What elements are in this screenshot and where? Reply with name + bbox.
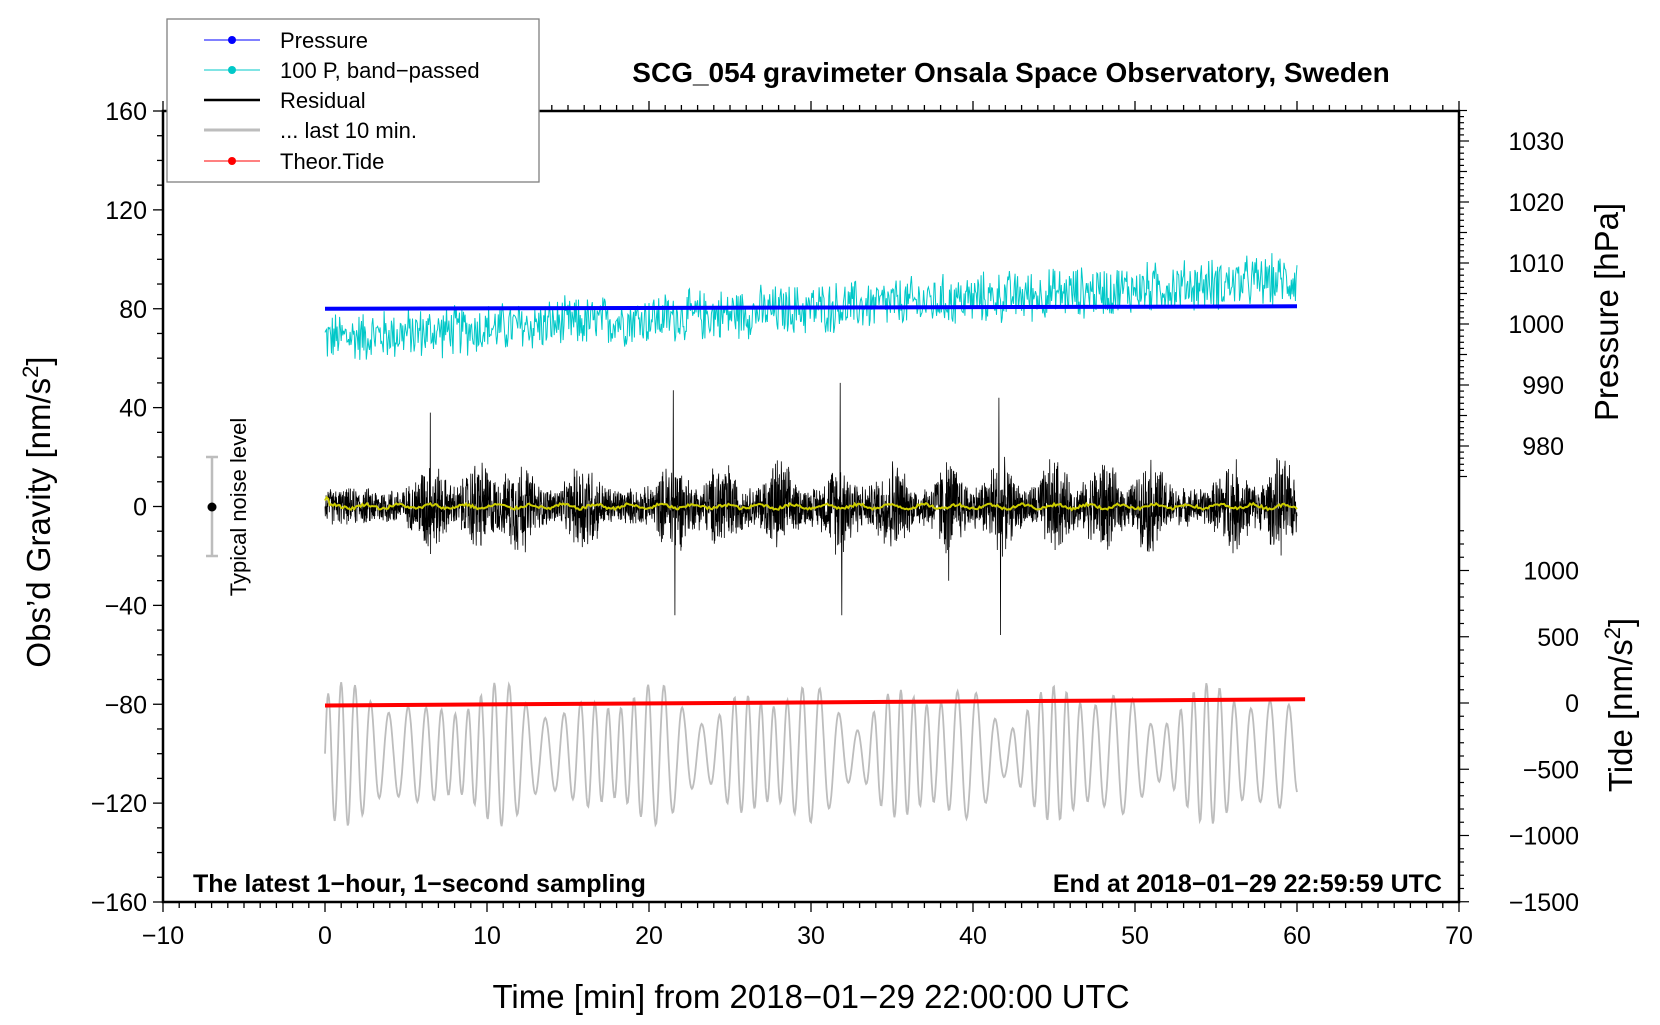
- series-layer: [324, 253, 1306, 828]
- y-tick-label: 160: [105, 98, 147, 126]
- tide-axis-label: Tide [nm/s2]: [1600, 618, 1639, 792]
- tide-tick-label: −1500: [1509, 889, 1579, 917]
- series-pressure: [324, 304, 1298, 311]
- legend-marker-bandpassed: [228, 66, 236, 74]
- y-axis-label-sup: 2: [18, 366, 43, 378]
- x-tick-label: 0: [318, 922, 332, 950]
- series-pressure-bandpassed: [324, 253, 1298, 360]
- x-tick-label: 70: [1445, 922, 1473, 950]
- pressure-tick-label: 990: [1522, 372, 1564, 400]
- chart-title: SCG_054 gravimeter Onsala Space Observat…: [632, 57, 1389, 88]
- series-residual-smoothed: [324, 495, 1298, 512]
- legend-label-last10: ... last 10 min.: [280, 118, 417, 143]
- legend-entry-tide: Theor.Tide: [204, 149, 384, 174]
- series-residual: [324, 382, 1298, 636]
- x-tick-label: 60: [1283, 922, 1311, 950]
- legend-entry-bandpassed: 100 P, band−passed: [204, 58, 480, 83]
- noise-dot: [207, 502, 217, 512]
- noise-level-indicator: Typical noise level: [206, 418, 251, 597]
- series-theoretical-tide: [324, 697, 1306, 708]
- x-tick-label: 50: [1121, 922, 1149, 950]
- legend-entry-pressure: Pressure: [204, 28, 368, 53]
- legend-entry-last10: ... last 10 min.: [204, 118, 417, 143]
- note-right: End at 2018−01−29 22:59:59 UTC: [1053, 870, 1442, 898]
- pressure-tick-label: 1020: [1508, 189, 1564, 217]
- y-axis-label: Obs’d Gravity [nm/s2]: [18, 356, 57, 667]
- tide-tick-label: 500: [1537, 624, 1579, 652]
- pressure-axis-label: Pressure [hPa]: [1588, 203, 1625, 421]
- note-left: The latest 1−hour, 1−second sampling: [193, 870, 646, 898]
- x-tick-label: −10: [142, 922, 184, 950]
- x-tick-label: 10: [473, 922, 501, 950]
- y-axis-label-end: ]: [20, 356, 57, 365]
- legend-label-residual: Residual: [280, 88, 366, 113]
- legend-label-pressure: Pressure: [280, 28, 368, 53]
- y-tick-label: −80: [105, 691, 147, 719]
- pressure-tick-label: 1030: [1508, 128, 1564, 156]
- x-axis-label: Time [min] from 2018−01−29 22:00:00 UTC: [492, 978, 1129, 1015]
- x-tick-label: 20: [635, 922, 663, 950]
- y-axis-label-main: Obs’d Gravity [nm/s: [20, 378, 57, 668]
- x-tick-label: 40: [959, 922, 987, 950]
- tide-axis-label-sup: 2: [1600, 627, 1625, 639]
- legend-marker-pressure: [228, 36, 236, 44]
- y-tick-label: 80: [119, 296, 147, 324]
- y-tick-label: −120: [91, 790, 147, 818]
- pressure-tick-label: 980: [1522, 433, 1564, 461]
- y-tick-label: 120: [105, 197, 147, 225]
- y-tick-label: −40: [105, 592, 147, 620]
- tide-tick-label: 0: [1565, 690, 1579, 718]
- legend-label-bandpassed: 100 P, band−passed: [280, 58, 480, 83]
- tide-tick-label: −1000: [1509, 823, 1579, 851]
- pressure-tick-label: 1010: [1508, 250, 1564, 278]
- tide-axis-label-end: ]: [1602, 618, 1639, 627]
- pressure-tick-label: 1000: [1508, 311, 1564, 339]
- legend-entry-residual: Residual: [204, 88, 366, 113]
- x-tick-label: 30: [797, 922, 825, 950]
- tide-tick-label: −500: [1523, 756, 1579, 784]
- series-last-10-min: [324, 681, 1298, 828]
- noise-label: Typical noise level: [226, 418, 251, 597]
- y-tick-label: 0: [133, 494, 147, 522]
- legend-label-tide: Theor.Tide: [280, 149, 384, 174]
- tide-axis-label-main: Tide [nm/s: [1602, 639, 1639, 792]
- y-tick-label: 40: [119, 395, 147, 423]
- y-tick-label: −160: [91, 889, 147, 917]
- legend-marker-tide: [228, 157, 236, 165]
- tide-tick-label: 1000: [1523, 558, 1579, 586]
- legend: Pressure 100 P, band−passed Residual ...…: [166, 18, 540, 183]
- axes-layer: −10 0 10 20 30 40 50 60 7016012080400−40−80−120−…: [91, 98, 1579, 950]
